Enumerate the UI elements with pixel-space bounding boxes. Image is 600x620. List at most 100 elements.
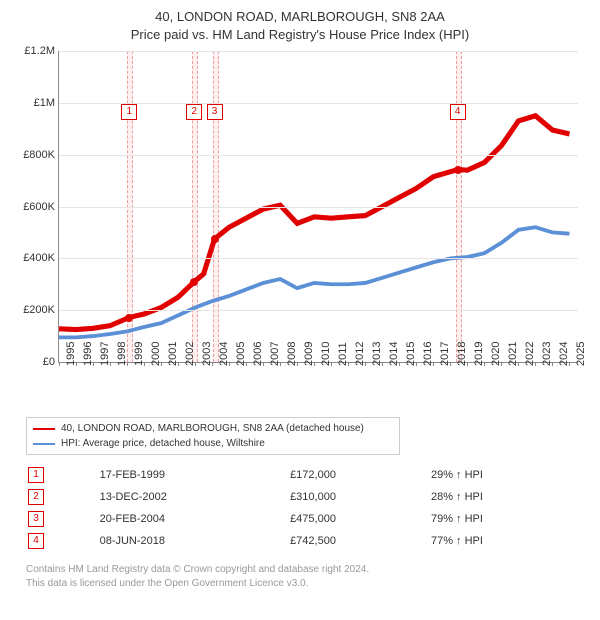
x-tick (297, 362, 298, 366)
x-tick (348, 362, 349, 366)
x-axis-label: 2000 (148, 342, 162, 366)
legend-label: HPI: Average price, detached house, Wilt… (61, 436, 265, 451)
x-tick (110, 362, 111, 366)
x-tick (93, 362, 94, 366)
event-date: 17-FEB-1999 (100, 465, 288, 485)
event-delta: 77% ↑ HPI (431, 531, 584, 551)
x-axis-label: 2005 (233, 342, 247, 366)
y-axis-label: £600K (23, 201, 59, 213)
x-tick (331, 362, 332, 366)
footnote-line2: This data is licensed under the Open Gov… (26, 577, 586, 591)
y-axis-label: £200K (23, 304, 59, 316)
x-axis-label: 2022 (522, 342, 536, 366)
x-axis-label: 1997 (97, 342, 111, 366)
gridline (59, 310, 578, 311)
gridline (59, 207, 578, 208)
x-axis-label: 2001 (165, 342, 179, 366)
event-price: £475,000 (290, 509, 429, 529)
x-axis-label: 1995 (63, 342, 77, 366)
legend-swatch (33, 428, 55, 430)
events-table: 1 17-FEB-1999£172,00029% ↑ HPI 2 13-DEC-200… (26, 463, 586, 553)
y-axis-label: £1.2M (24, 45, 59, 57)
sale-point-2 (190, 278, 198, 286)
x-axis-label: 1999 (131, 342, 145, 366)
event-delta: 79% ↑ HPI (431, 509, 584, 529)
x-tick (467, 362, 468, 366)
series-hpi (59, 227, 569, 337)
x-axis-label: 2002 (182, 342, 196, 366)
x-tick (161, 362, 162, 366)
event-num-box: 3 (28, 511, 44, 527)
x-axis-label: 2019 (471, 342, 485, 366)
x-axis-label: 2008 (284, 342, 298, 366)
event-date: 20-FEB-2004 (100, 509, 288, 529)
y-axis-label: £0 (43, 356, 59, 368)
event-delta: 28% ↑ HPI (431, 487, 584, 507)
footnote-line1: Contains HM Land Registry data © Crown c… (26, 563, 586, 577)
x-axis-label: 2004 (216, 342, 230, 366)
x-tick (178, 362, 179, 366)
x-tick (246, 362, 247, 366)
event-price: £172,000 (290, 465, 429, 485)
event-delta: 29% ↑ HPI (431, 465, 584, 485)
event-row: 1 17-FEB-1999£172,00029% ↑ HPI (28, 465, 584, 485)
x-tick (535, 362, 536, 366)
event-num-box: 2 (28, 489, 44, 505)
sale-point-1 (125, 314, 133, 322)
x-axis-label: 2023 (539, 342, 553, 366)
title-line1: 40, LONDON ROAD, MARLBOROUGH, SN8 2AA (14, 8, 586, 26)
event-row: 3 20-FEB-2004£475,00079% ↑ HPI (28, 509, 584, 529)
x-axis-label: 2016 (420, 342, 434, 366)
event-num-box: 1 (28, 467, 44, 483)
chart-title: 40, LONDON ROAD, MARLBOROUGH, SN8 2AA Pr… (14, 8, 586, 43)
y-axis-label: £1M (34, 97, 59, 109)
x-tick (76, 362, 77, 366)
event-marker-4: 4 (450, 104, 466, 120)
plot-region: £0£200K£400K£600K£800K£1M£1.2M1995199619… (58, 51, 578, 363)
event-row: 2 13-DEC-2002£310,00028% ↑ HPI (28, 487, 584, 507)
x-axis-label: 2006 (250, 342, 264, 366)
series-subject (59, 116, 569, 330)
legend-label: 40, LONDON ROAD, MARLBOROUGH, SN8 2AA (d… (61, 421, 364, 436)
x-tick (382, 362, 383, 366)
x-tick (263, 362, 264, 366)
x-axis-label: 2014 (386, 342, 400, 366)
event-marker-3: 3 (207, 104, 223, 120)
x-axis-label: 2007 (267, 342, 281, 366)
x-tick (501, 362, 502, 366)
event-row: 4 08-JUN-2018£742,50077% ↑ HPI (28, 531, 584, 551)
event-marker-1: 1 (121, 104, 137, 120)
x-tick (144, 362, 145, 366)
x-axis-label: 2015 (403, 342, 417, 366)
sale-point-3 (211, 235, 219, 243)
event-marker-2: 2 (186, 104, 202, 120)
event-num-box: 4 (28, 533, 44, 549)
gridline (59, 155, 578, 156)
gridline (59, 258, 578, 259)
event-date: 08-JUN-2018 (100, 531, 288, 551)
x-axis-label: 2010 (318, 342, 332, 366)
title-line2: Price paid vs. HM Land Registry's House … (14, 26, 586, 44)
x-axis-label: 2025 (573, 342, 587, 366)
x-axis-label: 2011 (335, 342, 349, 366)
x-tick (552, 362, 553, 366)
x-tick (195, 362, 196, 366)
x-tick (416, 362, 417, 366)
sale-point-4 (454, 166, 462, 174)
event-price: £310,000 (290, 487, 429, 507)
footnote: Contains HM Land Registry data © Crown c… (26, 563, 586, 590)
x-tick (127, 362, 128, 366)
x-tick (433, 362, 434, 366)
legend-swatch (33, 443, 55, 445)
x-axis-label: 2024 (556, 342, 570, 366)
x-tick (399, 362, 400, 366)
x-axis-label: 2003 (199, 342, 213, 366)
legend-item: 40, LONDON ROAD, MARLBOROUGH, SN8 2AA (d… (33, 421, 393, 436)
x-tick (365, 362, 366, 366)
x-axis-label: 1998 (114, 342, 128, 366)
event-price: £742,500 (290, 531, 429, 551)
x-axis-label: 2009 (301, 342, 315, 366)
event-date: 13-DEC-2002 (100, 487, 288, 507)
x-axis-label: 2020 (488, 342, 502, 366)
chart-area: £0£200K£400K£600K£800K£1M£1.2M1995199619… (58, 51, 578, 381)
